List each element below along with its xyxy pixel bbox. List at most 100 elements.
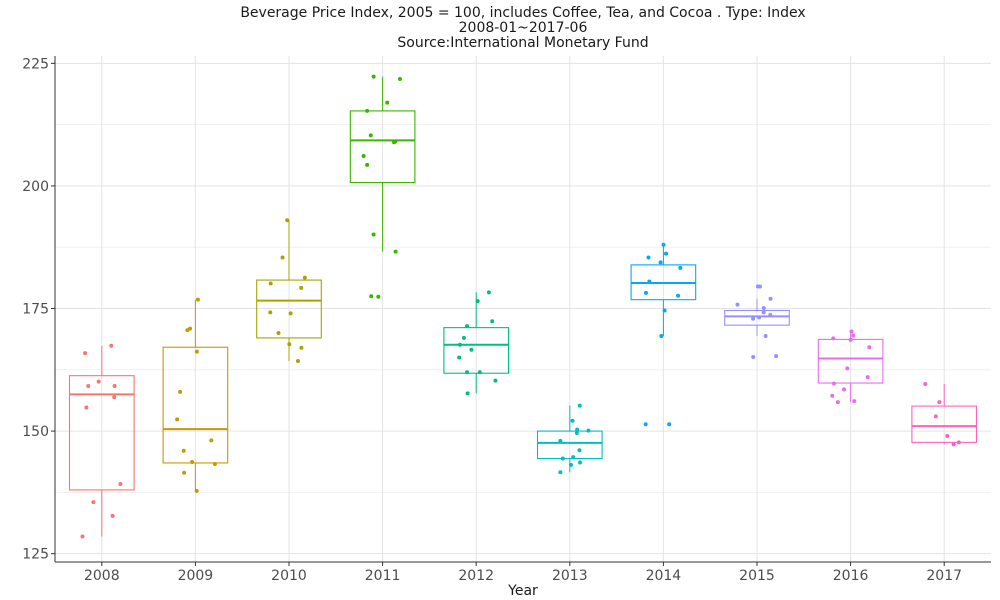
data-point (676, 293, 681, 298)
data-point (661, 242, 666, 247)
y-tick-label: 175 (22, 302, 49, 318)
data-point (80, 534, 85, 539)
data-point (287, 342, 292, 347)
x-tick-label: 2017 (926, 568, 962, 584)
data-point (945, 433, 950, 438)
data-point (365, 162, 370, 167)
y-tick-label: 125 (22, 547, 49, 563)
box-2010 (256, 220, 322, 361)
data-point (376, 294, 381, 299)
data-point (757, 284, 762, 289)
data-point (647, 279, 652, 284)
data-point (757, 315, 762, 320)
box-body (349, 110, 416, 184)
x-tick-label: 2013 (552, 568, 588, 584)
x-axis-title: Year (507, 583, 538, 599)
y-tick-label: 225 (22, 56, 49, 72)
data-point (86, 383, 91, 388)
data-point (568, 462, 573, 467)
data-point (181, 448, 186, 453)
data-point (371, 232, 376, 237)
box-2015 (724, 298, 790, 336)
data-point (212, 461, 217, 466)
data-point (190, 459, 195, 464)
data-point (295, 358, 300, 363)
points-2010 (268, 218, 307, 363)
data-point (465, 391, 470, 396)
x-tick-label: 2008 (84, 568, 120, 584)
box-2012 (443, 292, 510, 394)
data-point (490, 319, 495, 324)
data-point (751, 355, 756, 360)
box-2009 (162, 299, 229, 491)
chart-title: Beverage Price Index, 2005 = 100, includ… (240, 5, 805, 51)
data-point (586, 428, 591, 433)
data-point (457, 342, 462, 347)
data-point (288, 311, 293, 316)
box-2011 (349, 76, 416, 252)
box-body (724, 309, 790, 326)
data-point (849, 329, 854, 334)
data-point (575, 427, 580, 432)
data-point (768, 296, 773, 301)
x-tick-label: 2011 (365, 568, 401, 584)
data-point (91, 500, 96, 505)
data-point (299, 285, 304, 290)
box-2014 (630, 244, 697, 336)
box-2008 (68, 345, 135, 537)
x-tick-label: 2014 (646, 568, 682, 584)
data-point (465, 324, 470, 329)
data-point (577, 403, 582, 408)
data-point (831, 336, 836, 341)
data-point (643, 422, 648, 427)
data-point (662, 308, 667, 313)
data-point (361, 154, 366, 159)
data-point (574, 431, 579, 436)
data-point (751, 316, 756, 321)
data-point (112, 383, 117, 388)
data-point (109, 343, 114, 348)
y-tick-label: 200 (22, 179, 49, 195)
box-2013 (536, 405, 603, 473)
data-point (577, 448, 582, 453)
data-point (280, 255, 285, 260)
points-2008 (80, 343, 123, 539)
data-point (268, 281, 273, 286)
data-point (369, 294, 374, 299)
data-point (571, 455, 576, 460)
x-tick-label: 2015 (739, 568, 775, 584)
data-point (486, 290, 491, 295)
data-point (368, 133, 373, 138)
data-point (761, 310, 766, 315)
data-point (570, 418, 575, 423)
box-body (536, 430, 603, 460)
data-point (302, 275, 307, 280)
data-point (209, 438, 214, 443)
box-2017 (911, 384, 978, 445)
data-point (397, 77, 402, 82)
box-body (256, 279, 322, 339)
data-point (461, 335, 466, 340)
points-2015 (735, 284, 779, 360)
data-point (178, 389, 183, 394)
data-point (658, 260, 663, 265)
title-line-3: Source:International Monetary Fund (397, 35, 648, 51)
data-point (768, 312, 773, 317)
data-point (371, 74, 376, 79)
data-point (956, 440, 961, 445)
data-point (678, 265, 683, 270)
data-point (457, 355, 462, 360)
data-point (110, 513, 115, 518)
x-tick-label: 2010 (271, 568, 307, 584)
points-2016 (830, 329, 872, 405)
box-body (68, 375, 135, 491)
data-point (831, 381, 836, 386)
data-point (392, 140, 397, 145)
data-point (185, 328, 190, 333)
data-point (182, 470, 187, 475)
data-point (842, 387, 847, 392)
data-point (763, 333, 768, 338)
data-point (951, 442, 956, 447)
data-point (774, 354, 779, 359)
data-point (477, 370, 482, 375)
